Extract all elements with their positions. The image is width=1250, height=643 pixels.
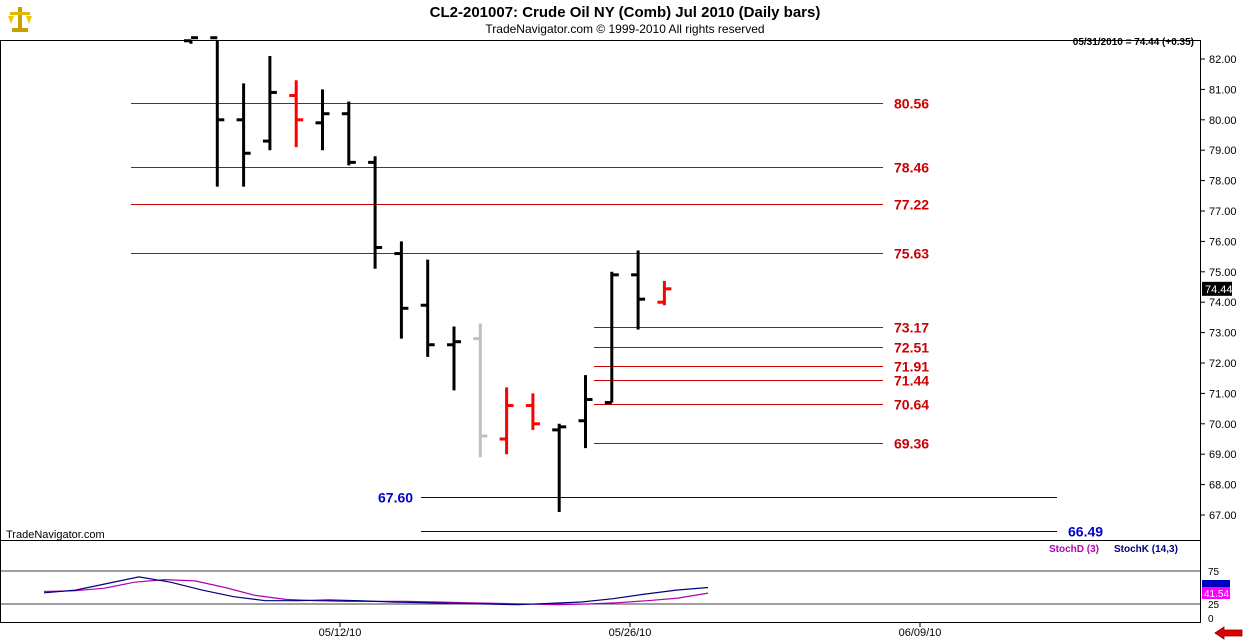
price-tick-label: 67.00 xyxy=(1209,510,1237,522)
price-tick-label: 73.00 xyxy=(1209,328,1237,340)
levels-layer: 80.56 78.46 77.22 75.63 73.17 72.51 71.9171.44… xyxy=(131,96,1103,540)
ohlc-bar xyxy=(341,101,356,166)
last-price-marker xyxy=(1202,281,1232,296)
date-axis: 05/12/10 05/26/10 06/09/10 xyxy=(319,622,942,639)
stoch-tick-label: 25 xyxy=(1208,600,1220,611)
ohlc-bar xyxy=(289,80,304,148)
price-panel xyxy=(0,40,1201,541)
resistance-label: 69.36 xyxy=(894,436,929,452)
price-tick-label: 74.00 xyxy=(1209,297,1237,309)
price-tick-label: 76.00 xyxy=(1209,236,1237,248)
scales-logo-icon xyxy=(8,7,32,32)
ohlc-bar xyxy=(184,36,198,44)
price-tick-label: 69.00 xyxy=(1209,449,1237,461)
stoch-k-value-box xyxy=(1202,580,1230,589)
date-tick-label: 05/26/10 xyxy=(609,627,652,639)
ohlc-bar xyxy=(394,241,409,339)
resistance-label: 72.51 xyxy=(894,340,929,356)
ohlc-bar xyxy=(473,323,488,458)
ohlc-bar xyxy=(420,259,435,357)
resistance-label: 71.91 xyxy=(894,359,929,375)
ohlc-bar xyxy=(262,55,277,151)
stoch-d-value-label: 41.54 xyxy=(1204,589,1229,600)
date-tick-label: 05/12/10 xyxy=(319,627,362,639)
price-tick-label: 81.00 xyxy=(1209,84,1237,96)
support-label: 66.49 xyxy=(1068,524,1103,540)
support-label: 67.60 xyxy=(378,490,413,506)
bars-layer xyxy=(184,36,672,512)
stoch-d-value-box xyxy=(1202,587,1230,599)
ohlc-bar xyxy=(604,271,619,405)
resistance-label: 71.44 xyxy=(894,373,929,389)
ohlc-bar xyxy=(236,83,251,187)
price-axis: 82.00 81.00 80.00 79.00 78.00 77.00 76.00 75.00… xyxy=(1200,54,1237,522)
price-tick-label: 71.00 xyxy=(1209,388,1237,400)
resistance-label: 75.63 xyxy=(894,246,929,262)
chart-title: CL2-201007: Crude Oil NY (Comb) Jul 2010… xyxy=(429,4,821,21)
ohlc-bar xyxy=(552,423,567,512)
last-price-marker-label: 74.44 xyxy=(1205,284,1233,296)
price-tick-label: 78.00 xyxy=(1209,176,1237,188)
last-price-info: 05/31/2010 = 74.44 (+0.35) xyxy=(1072,37,1194,48)
ohlc-bar xyxy=(499,387,514,455)
stoch-k-line xyxy=(43,576,709,606)
resistance-label: 80.56 xyxy=(894,96,929,112)
ohlc-bar xyxy=(368,156,383,269)
indicator-panel xyxy=(0,540,1201,623)
resistance-label: 77.22 xyxy=(894,197,929,213)
resistance-label: 78.46 xyxy=(894,160,929,176)
ohlc-bar xyxy=(525,393,540,430)
price-tick-label: 72.00 xyxy=(1209,358,1237,370)
price-tick-label: 68.00 xyxy=(1209,480,1237,492)
price-tick-label: 80.00 xyxy=(1209,115,1237,127)
stoch-d-legend: StochD (3) xyxy=(1049,544,1099,555)
price-tick-label: 79.00 xyxy=(1209,145,1237,157)
chart-subtitle: TradeNavigator.com © 1999-2010 All right… xyxy=(485,22,765,36)
stoch-tick-label: 0 xyxy=(1208,614,1214,625)
ohlc-bar xyxy=(447,326,461,391)
resistance-label: 73.17 xyxy=(894,320,929,336)
ohlc-bar xyxy=(657,280,672,306)
stoch-k-legend: StochK (14,3) xyxy=(1114,544,1178,555)
price-tick-label: 75.00 xyxy=(1209,267,1237,279)
scroll-left-arrow-icon[interactable] xyxy=(1214,626,1244,640)
stoch-tick-label: 75 xyxy=(1208,567,1220,578)
date-tick-label: 06/09/10 xyxy=(899,627,942,639)
price-tick-label: 82.00 xyxy=(1209,54,1237,66)
ohlc-bar xyxy=(631,250,646,330)
resistance-label: 70.64 xyxy=(894,397,929,413)
price-tick-label: 70.00 xyxy=(1209,419,1237,431)
price-tick-label: 77.00 xyxy=(1209,206,1237,218)
stochastic-layer: 75 25 0 41.54 xyxy=(1,567,1230,625)
ohlc-bar xyxy=(578,375,593,449)
ohlc-bar xyxy=(315,89,330,151)
ohlc-bar xyxy=(210,36,225,187)
brand-label: TradeNavigator.com xyxy=(6,529,105,541)
